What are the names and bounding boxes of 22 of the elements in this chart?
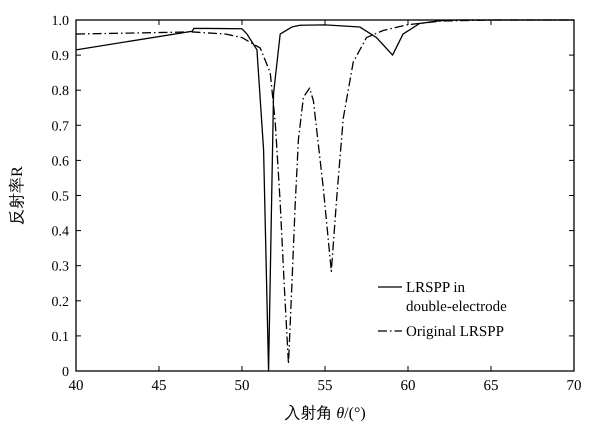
y-tick-label: 0 bbox=[62, 365, 69, 380]
y-axis-title: 反射率R bbox=[8, 166, 26, 225]
x-tick-label: 60 bbox=[400, 378, 416, 394]
y-tick-label: 0.5 bbox=[52, 190, 69, 204]
x-tick-label: 70 bbox=[566, 378, 582, 394]
y-tick-label: 0.3 bbox=[52, 260, 69, 275]
y-tick-label: 0.7 bbox=[52, 119, 69, 134]
y-tick-label: 0.6 bbox=[52, 154, 69, 170]
x-tick-label: 45 bbox=[152, 378, 166, 394]
x-tick-label: 65 bbox=[484, 378, 498, 394]
y-tick-label: 0.8 bbox=[52, 84, 69, 100]
x-tick-label: 55 bbox=[318, 378, 332, 394]
legend-label: LRSPP in double-electrode bbox=[406, 280, 508, 315]
y-tick-label: 1.0 bbox=[52, 14, 69, 29]
x-tick-label: 40 bbox=[68, 378, 84, 394]
y-tick-label: 0.9 bbox=[52, 49, 69, 64]
x-tick-label: 50 bbox=[234, 378, 250, 394]
x-axis-title: 入射角 θ/(°) bbox=[284, 404, 366, 422]
y-tick-label: 0.2 bbox=[52, 294, 69, 310]
y-tick-label: 0.1 bbox=[52, 330, 69, 345]
legend-label: Original LRSPP bbox=[406, 324, 504, 340]
y-tick-label: 0.4 bbox=[52, 224, 69, 240]
